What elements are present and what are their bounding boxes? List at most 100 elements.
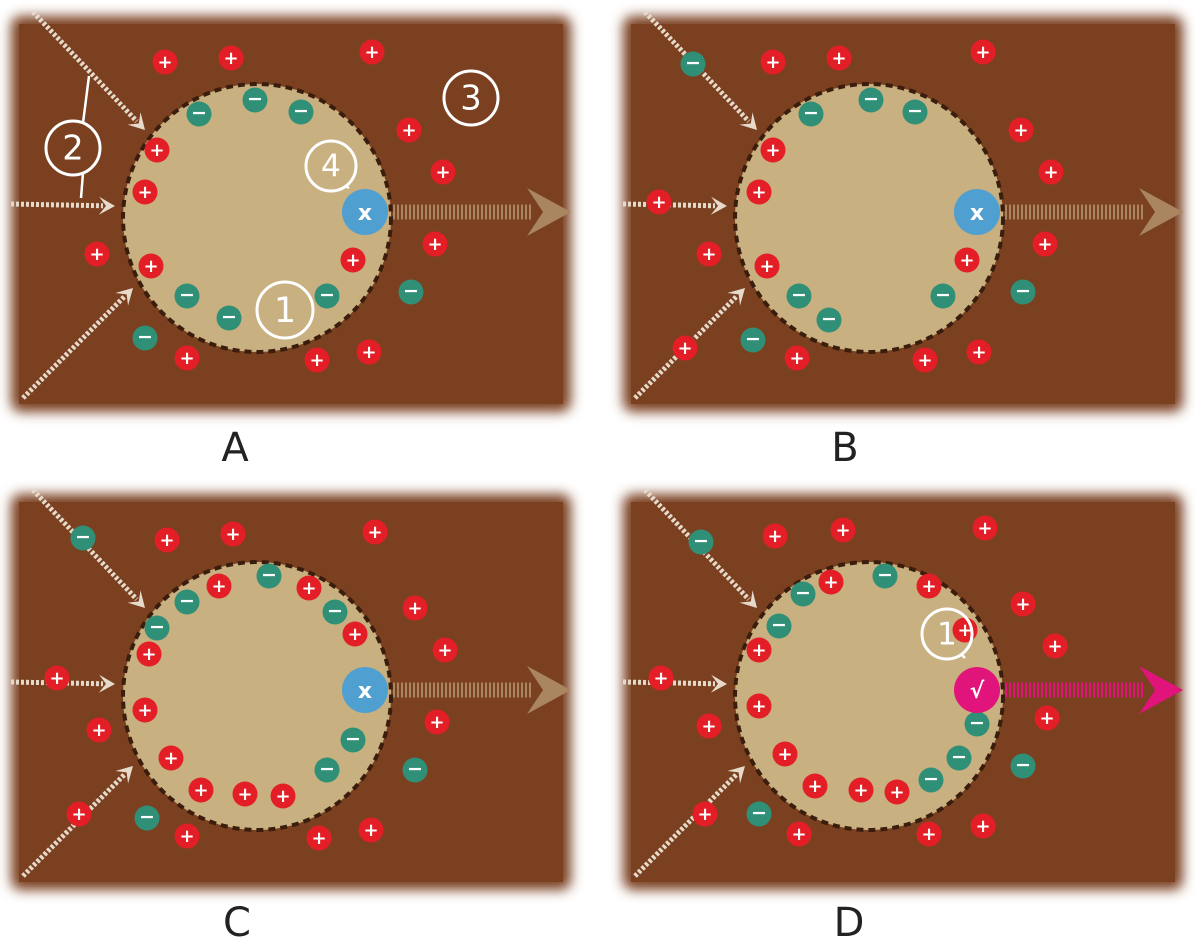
positive-ion: +: [132, 179, 158, 205]
negative-sign: −: [221, 306, 237, 328]
positive-ion: +: [84, 241, 110, 267]
positive-sign: +: [157, 52, 172, 73]
panel-d: + + ++++ ++++++ +++ + +++ + +−−−−−−−−−√1: [622, 488, 1183, 890]
negative-ion: −: [340, 727, 366, 753]
x-mark-icon: x: [970, 201, 984, 226]
positive-ion: +: [1034, 705, 1060, 731]
negative-sign: −: [191, 102, 207, 124]
positive-ion: +: [966, 339, 992, 365]
positive-sign: +: [89, 244, 104, 265]
positive-ion: +: [696, 713, 722, 739]
negative-ion: −: [964, 711, 990, 737]
positive-ion: +: [884, 779, 910, 805]
panel-a-label: A: [221, 425, 249, 471]
positive-ion: +: [672, 335, 698, 361]
negative-ion: −: [946, 745, 972, 771]
positive-sign: +: [651, 192, 666, 213]
positive-ion: +: [646, 189, 672, 215]
ions: + + +++++++ +++ + +−−−−−− −−: [84, 39, 456, 373]
positive-ion: +: [786, 821, 812, 847]
negative-sign: −: [935, 284, 951, 306]
positive-ion: +: [916, 821, 942, 847]
negative-sign: −: [293, 100, 309, 122]
positive-sign: +: [223, 48, 238, 69]
negative-ion: −: [816, 307, 842, 333]
positive-ion: +: [830, 517, 856, 543]
positive-ion: +: [174, 345, 200, 371]
positive-ion: +: [144, 137, 170, 163]
positive-ion: +: [362, 519, 388, 545]
positive-sign: +: [791, 824, 806, 845]
positive-ion: +: [342, 621, 368, 647]
negative-ion: −: [398, 279, 424, 305]
positive-ion: +: [306, 825, 332, 851]
negative-ion: −: [740, 327, 766, 353]
check-mark-icon: √: [970, 679, 985, 704]
negative-ion: −: [746, 801, 772, 827]
cell-interior: [735, 562, 1003, 830]
positive-ion: +: [826, 45, 852, 71]
negative-sign: −: [75, 526, 91, 548]
positive-sign: +: [751, 182, 766, 203]
positive-ion: +: [916, 573, 942, 599]
positive-sign: +: [959, 250, 974, 271]
positive-ion: +: [138, 253, 164, 279]
positive-sign: +: [361, 342, 376, 363]
positive-sign: +: [149, 140, 164, 161]
negative-sign: −: [261, 564, 277, 586]
positive-ion: +: [154, 527, 180, 553]
positive-ion: +: [784, 345, 810, 371]
negative-ion: −: [288, 99, 314, 125]
positive-sign: +: [765, 140, 780, 161]
negative-sign: −: [327, 600, 343, 622]
positive-sign: +: [435, 162, 450, 183]
positive-sign: +: [364, 42, 379, 63]
positive-sign: +: [275, 786, 290, 807]
x-mark-icon: x: [358, 679, 372, 704]
positive-ion: +: [430, 159, 456, 185]
positive-sign: +: [835, 520, 850, 541]
callout-cell-interior: 1: [255, 280, 315, 340]
panel-b: + + ++++++++ +++ + + +−−−−−−− −−x: [622, 10, 1183, 412]
positive-sign: +: [853, 780, 868, 801]
positive-sign: +: [831, 48, 846, 69]
receptor-open: √: [954, 667, 1000, 713]
positive-sign: +: [759, 256, 774, 277]
ions: +++++++++++++++++++++−−−−−−−−−: [648, 515, 1068, 847]
ions: + + ++++++++ +++ + + +−−−−−−− −−: [646, 39, 1064, 373]
negative-sign: −: [179, 284, 195, 306]
positive-ion: +: [1042, 633, 1068, 659]
positive-sign: +: [701, 716, 716, 737]
positive-ion: +: [44, 665, 70, 691]
negative-sign: −: [821, 308, 837, 330]
outgoing-arrowhead: [1139, 666, 1183, 714]
positive-sign: +: [193, 780, 208, 801]
positive-ion: +: [912, 347, 938, 373]
positive-sign: +: [143, 256, 158, 277]
positive-ion: +: [396, 117, 422, 143]
negative-sign: −: [247, 88, 263, 110]
negative-ion: −: [186, 101, 212, 127]
positive-sign: +: [345, 250, 360, 271]
positive-sign: +: [807, 776, 822, 797]
positive-ion: +: [270, 783, 296, 809]
negative-sign: −: [791, 284, 807, 306]
positive-sign: +: [427, 234, 442, 255]
negative-sign: −: [969, 712, 985, 734]
negative-ion: −: [256, 563, 282, 589]
positive-sign: +: [347, 624, 362, 645]
positive-sign: +: [1047, 636, 1062, 657]
positive-sign: +: [677, 338, 692, 359]
negative-ion: −: [70, 525, 96, 551]
positive-ion: +: [692, 801, 718, 827]
positive-sign: +: [701, 244, 716, 265]
positive-ion: +: [158, 745, 184, 771]
callout-incoming-arrows: 2: [44, 75, 102, 199]
positive-sign: +: [401, 120, 416, 141]
positive-ion: +: [86, 717, 112, 743]
negative-sign: −: [137, 326, 153, 348]
positive-ion: +: [754, 253, 780, 279]
positive-ion: +: [760, 137, 786, 163]
positive-sign: +: [179, 348, 194, 369]
positive-sign: +: [137, 182, 152, 203]
